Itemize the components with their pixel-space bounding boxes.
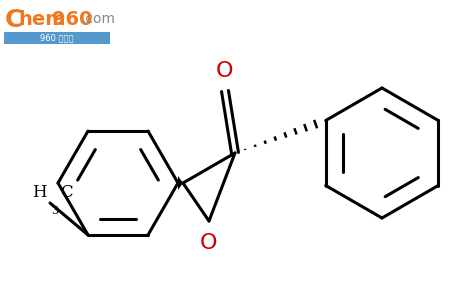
- Polygon shape: [178, 176, 183, 190]
- Text: 960: 960: [52, 10, 92, 29]
- Text: .com: .com: [82, 12, 116, 26]
- Text: C: C: [60, 184, 73, 201]
- Text: O: O: [200, 233, 218, 253]
- Text: C: C: [5, 8, 23, 32]
- Text: 960 化工网: 960 化工网: [40, 33, 74, 42]
- FancyBboxPatch shape: [4, 32, 110, 44]
- Text: H: H: [32, 184, 47, 201]
- Text: 3: 3: [51, 206, 58, 216]
- Text: hem: hem: [18, 10, 65, 29]
- Text: O: O: [216, 61, 234, 81]
